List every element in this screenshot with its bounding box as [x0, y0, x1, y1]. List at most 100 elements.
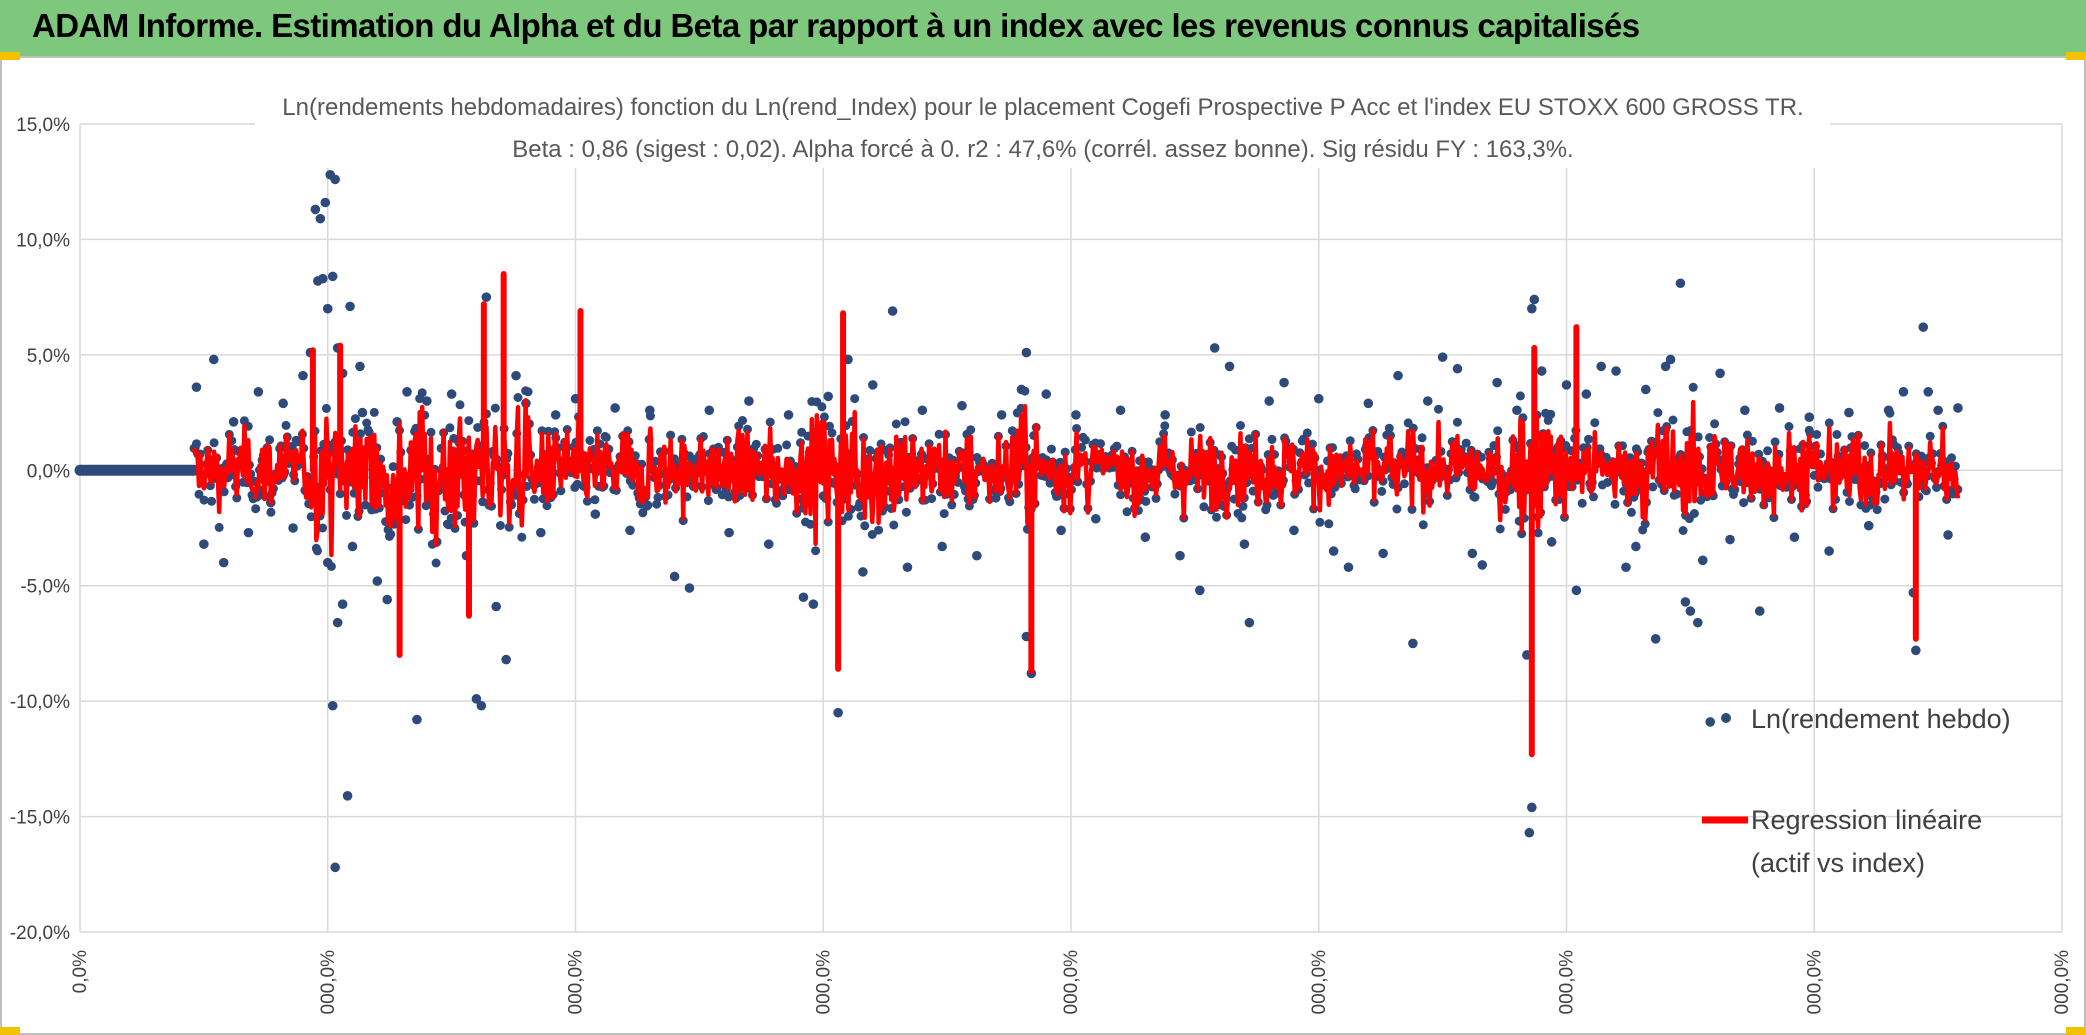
data-point: [1640, 519, 1650, 529]
data-point: [288, 523, 298, 533]
data-point: [232, 493, 242, 503]
data-point: [335, 489, 345, 499]
data-point: [991, 493, 1001, 503]
data-point: [218, 557, 229, 568]
data-point: [332, 617, 343, 628]
data-point: [1418, 520, 1428, 530]
data-point: [517, 532, 527, 542]
data-point: [1170, 489, 1180, 499]
data-point: [917, 405, 928, 416]
data-point: [582, 496, 592, 506]
data-point: [1577, 498, 1587, 508]
data-point: [388, 462, 398, 472]
data-point: [937, 541, 947, 552]
data-point: [347, 541, 358, 552]
data-point: [350, 414, 360, 424]
data-point: [1515, 391, 1525, 401]
y-axis-ticks: 15,0% 10,0% 5,0% 0,0% -5,0% -10,0% -15,0% -20,0…: [10, 115, 70, 944]
data-point: [1407, 504, 1417, 514]
data-point: [1007, 426, 1017, 436]
data-point: [592, 426, 602, 436]
data-point: [1442, 490, 1452, 500]
data-point: [1343, 562, 1354, 573]
data-point: [833, 707, 843, 718]
data-point: [638, 508, 648, 518]
data-point: [901, 507, 911, 517]
data-point: [765, 417, 775, 427]
data-point: [330, 862, 340, 873]
data-point: [1369, 497, 1379, 507]
data-point: [1693, 432, 1703, 442]
data-point: [455, 400, 465, 410]
data-point: [1307, 439, 1317, 449]
data-point: [1492, 377, 1502, 388]
data-point: [417, 388, 427, 398]
data-point: [652, 499, 662, 509]
data-point: [1596, 361, 1606, 372]
data-point: [1584, 434, 1593, 444]
data-point: [996, 410, 1007, 420]
data-point: [783, 410, 794, 420]
data-point: [823, 391, 834, 402]
data-point: [450, 523, 460, 533]
data-point: [445, 423, 455, 433]
data-point: [1452, 417, 1462, 427]
legend: Ln(rendement hebdo) Regression linéaire …: [1702, 704, 2011, 878]
data-point: [811, 546, 821, 556]
y-tick-label: 10,0%: [16, 230, 70, 251]
data-point: [1236, 421, 1245, 430]
chart-title-line-1: Ln(rendements hebdomadaires) fonction du…: [282, 94, 1803, 121]
data-point: [1705, 433, 1715, 442]
data-point: [1434, 404, 1443, 414]
data-point: [1302, 428, 1312, 438]
data-point: [678, 516, 688, 526]
data-point: [1517, 529, 1527, 539]
data-point: [738, 416, 747, 425]
data-point: [964, 501, 974, 511]
data-point: [357, 407, 368, 418]
data-point: [1883, 405, 1894, 416]
data-point: [1060, 447, 1070, 457]
data-point: [1527, 802, 1537, 813]
data-point: [1804, 412, 1815, 422]
data-point: [251, 504, 261, 514]
data-point: [1363, 398, 1374, 409]
data-point: [1668, 415, 1678, 425]
data-point: [934, 429, 944, 439]
data-point: [306, 512, 316, 522]
data-point: [1096, 439, 1105, 449]
x-tick-label: 000,0%: [2052, 950, 2073, 1015]
data-point: [601, 432, 611, 442]
data-point: [865, 445, 875, 455]
data-point: [1175, 550, 1185, 561]
data-point: [1824, 418, 1834, 428]
data-point: [320, 197, 331, 208]
data-point: [431, 558, 441, 568]
data-point: [876, 439, 886, 449]
data-point: [1832, 430, 1842, 439]
data-point: [939, 509, 949, 519]
data-points: [74, 169, 1963, 873]
data-point: [501, 654, 511, 665]
corner-marker-top-right: [2066, 52, 2086, 60]
data-point: [684, 583, 695, 593]
data-point: [321, 403, 331, 413]
data-point: [1315, 517, 1325, 527]
data-point: [724, 527, 734, 538]
data-point: [585, 436, 595, 445]
data-point: [1077, 442, 1087, 452]
data-point: [1056, 525, 1066, 536]
data-point: [868, 380, 878, 390]
data-point: [1016, 384, 1027, 395]
data-point: [298, 370, 308, 381]
data-point: [322, 557, 333, 568]
data-point: [1437, 352, 1448, 362]
data-point: [1789, 532, 1800, 543]
data-point: [1141, 496, 1151, 506]
data-point: [337, 599, 348, 609]
data-point: [1763, 446, 1773, 456]
data-point: [1705, 717, 1715, 727]
regression-polyline: [191, 398, 1961, 558]
data-point: [1467, 548, 1478, 559]
data-point: [1844, 407, 1854, 418]
